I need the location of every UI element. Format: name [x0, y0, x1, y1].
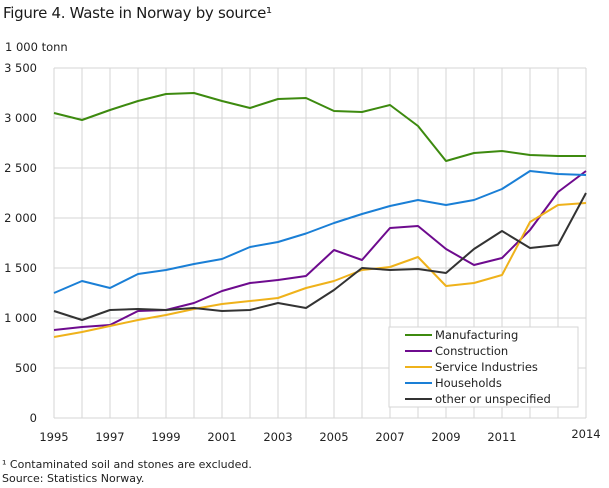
- legend-label: Construction: [435, 344, 508, 358]
- series-line-other-or-unspecified: [53, 192, 587, 321]
- series-line-households: [53, 170, 587, 294]
- x-tick-label: 2005: [319, 430, 348, 444]
- legend-label: other or unspecified: [435, 392, 551, 406]
- y-tick-label: 3 000: [4, 111, 37, 125]
- chart-title: Figure 4. Waste in Norway by source¹: [3, 4, 272, 22]
- x-tick-label: 2014: [571, 427, 600, 441]
- series-line-manufacturing: [53, 92, 586, 162]
- y-tick-label: 3 500: [4, 61, 37, 75]
- y-tick-label: 2 500: [4, 161, 37, 175]
- x-tick-label: 2001: [207, 430, 236, 444]
- footnote: ¹ Contaminated soil and stones are exclu…: [2, 458, 252, 471]
- y-tick-label: 1 500: [4, 261, 37, 275]
- x-tick-label: 2011: [487, 430, 516, 444]
- y-tick-label: 2 000: [4, 211, 37, 225]
- y-tick-label: 0: [30, 411, 37, 425]
- y-axis-unit-label: 1 000 tonn: [5, 40, 68, 54]
- x-tick-label: 2003: [263, 430, 292, 444]
- y-tick-label: 500: [15, 361, 37, 375]
- series-line-construction: [53, 170, 587, 331]
- legend-label: Households: [435, 376, 502, 390]
- y-tick-label: 1 000: [4, 311, 37, 325]
- x-tick-label: 1995: [39, 430, 68, 444]
- x-tick-label: 1999: [151, 430, 180, 444]
- chart-footer: ¹ Contaminated soil and stones are exclu…: [2, 458, 252, 486]
- x-tick-label: 2007: [375, 430, 404, 444]
- legend-label: Service Industries: [435, 360, 538, 374]
- x-tick-label: 1997: [95, 430, 124, 444]
- series-line-service-industries: [53, 202, 587, 338]
- x-tick-label: 2009: [431, 430, 460, 444]
- source-note: Source: Statistics Norway.: [2, 472, 145, 485]
- legend-label: Manufacturing: [435, 328, 518, 342]
